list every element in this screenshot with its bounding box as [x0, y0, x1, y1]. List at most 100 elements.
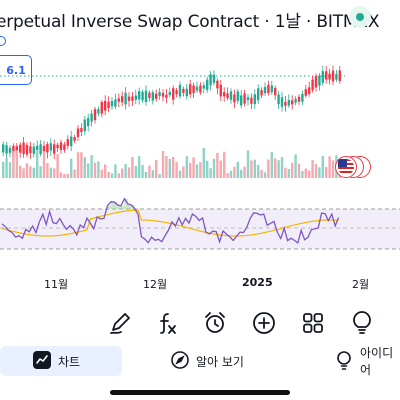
pen-icon[interactable]	[106, 309, 134, 337]
lightbulb-icon[interactable]	[348, 309, 376, 337]
volume-bar	[134, 165, 137, 178]
volume-bar	[148, 165, 151, 178]
compass-icon	[170, 350, 190, 373]
chart-header: erpetual Inverse Swap Contract · 1날 · BI…	[0, 0, 400, 34]
candle	[76, 128, 80, 137]
time-label: 12월	[143, 278, 168, 291]
price-tag[interactable]: 6.1	[0, 55, 32, 85]
candle	[5, 145, 8, 154]
candle	[93, 109, 97, 121]
candle	[178, 84, 182, 97]
candle	[144, 90, 148, 102]
series-handle-icon[interactable]	[0, 36, 6, 46]
bottom-tab-bar: 차트 알아 보기 아이디어	[0, 346, 400, 378]
volume-bar	[263, 172, 267, 178]
candle	[294, 98, 297, 103]
volume-bar	[121, 168, 124, 178]
volume-bar	[267, 159, 270, 178]
volume-bar	[5, 158, 8, 178]
candle	[8, 147, 12, 153]
candle	[226, 93, 229, 99]
volume-bar	[80, 152, 83, 178]
candle	[189, 84, 192, 95]
plus-circle-icon[interactable]	[250, 309, 278, 337]
volume-bar	[240, 169, 243, 178]
tab-explore[interactable]: 알아 보기	[170, 346, 244, 376]
candle	[49, 143, 52, 151]
volume-bar	[195, 164, 199, 178]
candle	[172, 88, 175, 100]
price-chart[interactable]	[0, 34, 400, 274]
volume-bar	[66, 173, 69, 178]
volume-bar	[178, 170, 182, 178]
volume-bar	[155, 159, 158, 178]
volume-bar	[49, 167, 52, 178]
volume-bar	[168, 158, 171, 178]
candlestick-series	[2, 65, 341, 161]
alarm-icon[interactable]	[201, 309, 229, 337]
volume-bar	[294, 154, 297, 178]
candle	[59, 142, 63, 150]
rsi-ma-line	[1, 209, 339, 237]
candle	[124, 92, 127, 105]
time-label: 11월	[44, 278, 69, 291]
candle	[87, 118, 90, 127]
candle	[117, 98, 120, 102]
candle	[32, 146, 35, 154]
candle	[25, 144, 29, 155]
candle	[192, 85, 195, 93]
candle	[182, 88, 185, 93]
candle	[257, 88, 260, 101]
economic-events[interactable]	[333, 156, 373, 180]
grid-icon[interactable]	[299, 309, 327, 337]
candle	[308, 87, 311, 94]
candle	[90, 113, 93, 122]
volume-bar	[172, 157, 175, 178]
us-flag-icon[interactable]	[335, 156, 357, 178]
candle	[107, 101, 110, 109]
candle	[185, 88, 188, 97]
candle	[331, 70, 335, 82]
volume-bar	[32, 167, 35, 178]
candle	[233, 94, 236, 103]
volume-bar	[29, 166, 32, 178]
candle	[301, 94, 304, 102]
volume-bar	[114, 164, 117, 178]
tab-ideas[interactable]: 아이디어	[334, 346, 400, 377]
volume-bar	[25, 163, 29, 178]
candle	[161, 92, 165, 97]
volume-bar	[158, 173, 161, 178]
volume-bar	[226, 173, 229, 178]
volume-bar	[59, 172, 63, 178]
tab-chart-content[interactable]: 차트	[32, 346, 80, 376]
time-axis[interactable]: 11월 12월 2025 2월	[0, 276, 400, 294]
tab-chart[interactable]	[0, 346, 122, 376]
volume-bar	[53, 168, 56, 178]
candle	[2, 144, 5, 153]
candle	[209, 74, 212, 86]
candle	[253, 94, 256, 105]
candle	[83, 119, 86, 132]
candle	[243, 93, 246, 104]
candle	[15, 146, 18, 155]
volume-bar	[325, 166, 328, 178]
volume-bar	[243, 166, 246, 178]
fx-icon[interactable]	[153, 309, 181, 337]
volume-bar	[270, 152, 273, 178]
candle	[70, 136, 73, 147]
candle	[66, 139, 69, 146]
candle	[134, 95, 137, 100]
volume-bar	[199, 162, 202, 178]
volume-bar	[284, 167, 287, 178]
candle	[127, 96, 131, 101]
candle	[63, 144, 66, 151]
candle	[104, 100, 107, 111]
volume-bar	[144, 171, 148, 178]
volume-series	[2, 147, 341, 178]
tab-ideas-label: 아이디어	[360, 346, 394, 377]
candle	[19, 144, 22, 153]
volume-bar	[12, 151, 15, 178]
symbol-title[interactable]: erpetual Inverse Swap Contract · 1날 · BI…	[0, 12, 380, 32]
volume-bar	[87, 163, 90, 178]
market-status-icon[interactable]	[349, 6, 371, 28]
